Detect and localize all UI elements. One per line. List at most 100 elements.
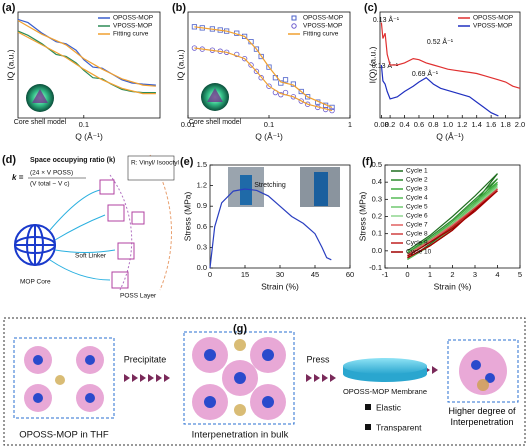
series-line — [17, 19, 156, 95]
x-tick-label: 1 — [428, 270, 432, 279]
legend-label: Cycle 6 — [406, 213, 428, 220]
series-line — [194, 26, 333, 112]
x-tick-label: 1.8 — [500, 120, 510, 129]
marker — [298, 98, 304, 104]
legend-label: Cycle 3 — [406, 186, 428, 193]
annotation: 0.13 Å⁻¹ — [372, 61, 399, 70]
series-line — [380, 64, 499, 117]
g-prop2: Transparent — [376, 422, 422, 432]
x-tick-label: 0 — [405, 270, 409, 279]
sphere-a — [26, 84, 54, 112]
marker — [248, 62, 254, 68]
y-tick-label: 1.5 — [197, 160, 207, 169]
legend-label: OPOSS-MOP — [473, 15, 513, 22]
d-core: MOP Core — [20, 279, 51, 286]
d-k: k = — [12, 173, 24, 182]
y-axis-label: Stress (MPa) — [182, 192, 192, 242]
x-tick-label: 0.2 — [385, 120, 395, 129]
x-tick-label: 1.6 — [486, 120, 496, 129]
g-step2: Press — [306, 354, 330, 364]
plot-frame — [17, 11, 161, 119]
x-axis-label: Strain (%) — [434, 281, 472, 291]
d-denominator: (V total − V c) — [30, 181, 70, 188]
x-tick-label: 0.4 — [399, 120, 409, 129]
y-tick-label: 0.1 — [372, 229, 382, 238]
legend-label: VPOSS-MOP — [113, 23, 152, 30]
photos — [228, 167, 340, 207]
x-axis-label: Q (Å⁻¹) — [255, 131, 283, 141]
x-tick-label: -1 — [382, 270, 389, 279]
series-line — [380, 22, 521, 89]
x-tick-label: 30 — [276, 270, 284, 279]
legend-label: Cycle 9 — [406, 240, 428, 247]
legend-marker — [291, 23, 297, 29]
series-line — [209, 188, 332, 269]
x-tick-label: 2.0 — [515, 120, 525, 129]
d-linker: Soft Linker — [75, 253, 107, 260]
marker — [241, 55, 248, 62]
legend-label: Cycle 2 — [406, 177, 428, 184]
annotation: Core shell model — [189, 119, 242, 126]
marker — [305, 94, 311, 100]
legend-marker — [291, 15, 297, 21]
x-tick-label: 4 — [495, 270, 499, 279]
legend-label: OPOSS-MOP — [303, 15, 343, 22]
y-tick-label: 0.0 — [372, 246, 382, 255]
legend-label: Cycle 1 — [406, 168, 428, 175]
y-tick-label: 0.5 — [372, 160, 382, 169]
g-state1: OPOSS-MOP in THF — [19, 430, 109, 441]
marker — [258, 75, 264, 81]
d-layer: POSS Layer — [120, 293, 157, 300]
legend-label: Fitting curve — [303, 31, 339, 38]
panel-g-art — [3, 317, 526, 446]
panel-d-art — [14, 154, 173, 291]
d-title: Space occupying ratio (k) — [30, 157, 115, 164]
panel-label: (b) — [172, 2, 186, 14]
y-axis-label: IQ (a.u.) — [5, 49, 15, 80]
panel-label: (a) — [2, 2, 16, 14]
legend-label: VPOSS-MOP — [303, 23, 342, 30]
x-tick-label: 45 — [311, 270, 319, 279]
y-tick-label: 0.9 — [197, 201, 207, 210]
panel-label: (e) — [180, 156, 194, 168]
marker — [282, 77, 289, 83]
plot-frame — [379, 11, 521, 119]
y-tick-label: 0.2 — [372, 211, 382, 220]
marker — [266, 64, 272, 70]
sphere-b — [201, 83, 229, 111]
marker — [329, 104, 335, 110]
x-axis-label: Q (Å⁻¹) — [75, 131, 103, 141]
x-tick-label: 1.2 — [457, 120, 467, 129]
annotation: 0.13 Å⁻¹ — [373, 15, 400, 24]
panel-label: (g) — [233, 323, 247, 335]
x-tick-label: 0.08 — [374, 120, 389, 129]
panel-label: (d) — [2, 154, 16, 166]
r-box — [127, 155, 175, 181]
legend-label: Cycle 7 — [406, 222, 428, 229]
x-tick-label: 1.0 — [443, 120, 453, 129]
marker — [266, 83, 272, 89]
y-axis-label: IQ (a.u.) — [175, 49, 185, 80]
x-tick-label: 0.8 — [428, 120, 438, 129]
g-state3-box: Higher degree of Interpenetration — [448, 406, 516, 427]
g-membrane: OPOSS-MOP Membrane — [343, 387, 427, 396]
d-numerator: (24 × V POSS) — [30, 170, 73, 177]
x-tick-label: 0.1 — [79, 120, 89, 129]
legend-label: Cycle 5 — [406, 204, 428, 211]
x-tick-label: 0.1 — [264, 120, 274, 129]
y-tick-label: 0.6 — [197, 222, 207, 231]
x-axis-label: Q (Å⁻¹) — [436, 131, 464, 141]
panel-label: (f) — [362, 156, 373, 168]
x-tick-label: 1.4 — [471, 120, 481, 129]
marker — [253, 46, 260, 52]
y-tick-label: 0.4 — [372, 177, 382, 186]
x-tick-label: 3 — [473, 270, 477, 279]
legend-label: Cycle 10 — [406, 249, 432, 256]
g-state2: Interpenetration in bulk — [192, 430, 289, 441]
x-tick-label: 0.01 — [181, 120, 196, 129]
y-tick-label: 1.2 — [197, 181, 207, 190]
g-state3: Higher degree of Interpenetration — [448, 406, 516, 427]
d-r-group: R: Vinyl/ Isooctyl — [131, 160, 179, 167]
marker — [234, 51, 240, 58]
x-tick-label: 15 — [241, 270, 249, 279]
